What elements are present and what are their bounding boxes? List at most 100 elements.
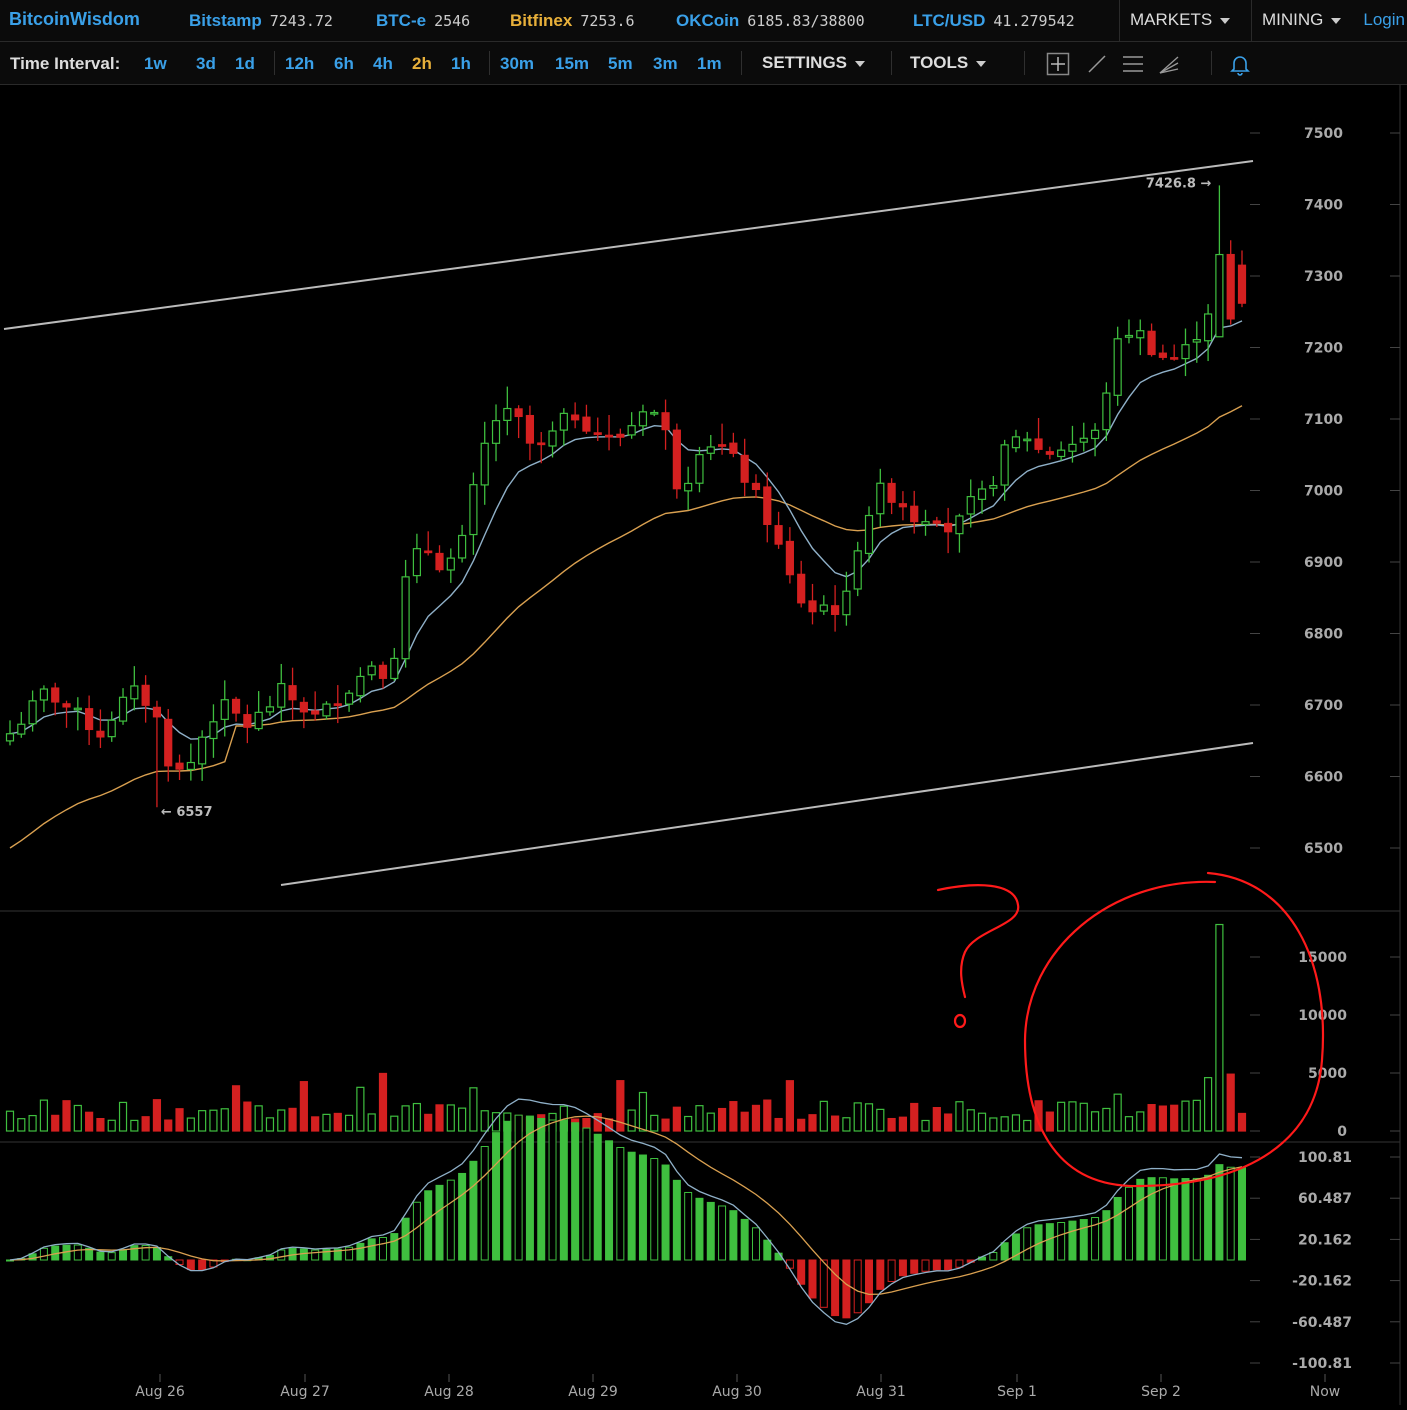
macd-histogram-bar	[130, 1245, 139, 1261]
candle-body	[412, 548, 421, 577]
candle-body	[130, 685, 139, 700]
macd-histogram-bar	[503, 1120, 512, 1261]
ticker-bitstamp[interactable]: Bitstamp 7243.72	[189, 11, 333, 31]
candle-body	[17, 723, 26, 735]
high-label: 7426.8 →	[1146, 176, 1212, 191]
interval-1d[interactable]: 1d	[235, 54, 255, 73]
trend-lines	[3, 160, 1254, 886]
macd-histogram-bar	[73, 1244, 82, 1261]
ticker-okcoin[interactable]: OKCoin 6185.83/38800	[676, 11, 865, 31]
interval-3d[interactable]: 3d	[196, 54, 216, 73]
macd-histogram-bar	[785, 1259, 794, 1269]
interval-2h[interactable]: 2h	[412, 54, 432, 73]
candle-body	[1023, 438, 1032, 442]
macd-histogram-bar	[1158, 1177, 1167, 1261]
volume-bar	[73, 1104, 82, 1132]
macd-histogram-bar	[390, 1233, 399, 1261]
interval-4h[interactable]: 4h	[373, 54, 393, 73]
x-tick-label: Sep 2	[1141, 1384, 1181, 1400]
macd-histogram-bar	[1170, 1178, 1179, 1261]
macd-histogram-bar	[718, 1205, 727, 1261]
candle-body	[446, 557, 455, 571]
settings-menu[interactable]: SETTINGS	[762, 53, 866, 73]
candle-body	[717, 444, 727, 447]
interval-6h[interactable]: 6h	[334, 54, 354, 73]
candle-body	[1102, 392, 1111, 431]
volume-bar	[785, 1080, 794, 1132]
macd-histogram-bar	[119, 1249, 128, 1261]
candle-body	[141, 684, 150, 706]
macd-histogram-bar	[944, 1259, 953, 1271]
hlines-icon[interactable]	[1121, 52, 1145, 76]
alert-bell-icon[interactable]	[1228, 52, 1252, 76]
volume-bar	[322, 1113, 331, 1132]
interval-1h[interactable]: 1h	[451, 54, 471, 73]
login-link[interactable]: Login	[1363, 10, 1405, 29]
candle-body	[684, 482, 693, 492]
ticker-bar: BitcoinWisdom Bitstamp 7243.72 BTC-e 2546 …	[0, 0, 1407, 42]
candle-body	[198, 736, 207, 765]
candle-body	[299, 701, 308, 713]
crosshair-icon[interactable]	[1046, 52, 1070, 76]
volume-bar	[469, 1087, 478, 1132]
price-chart-svg[interactable]: 7500 7400 7300 7200 7100 7000 6900 6800 6700 6600…	[0, 85, 1407, 1405]
volume-bar	[717, 1107, 727, 1132]
chart-area[interactable]: 7500 7400 7300 7200 7100 7000 6900 6800 6700 6600…	[0, 85, 1407, 1405]
interval-30m[interactable]: 30m	[500, 54, 535, 73]
interval-1w[interactable]: 1w	[144, 54, 167, 73]
circle-annotation	[1023, 871, 1325, 1188]
candle-body	[1057, 449, 1066, 458]
ticker-ltcusd[interactable]: LTC/USD 41.279542	[913, 11, 1075, 31]
interval-1m[interactable]: 1m	[697, 54, 722, 73]
macd-histogram-bar	[910, 1259, 919, 1274]
macd-histogram-bar	[1204, 1174, 1213, 1261]
macd-tick-label: 20.162	[1298, 1232, 1352, 1248]
interval-15m[interactable]: 15m	[555, 54, 590, 73]
volume-bar	[1045, 1111, 1054, 1132]
volume-bar	[819, 1100, 828, 1132]
macd-histogram-bar	[1057, 1222, 1066, 1261]
candle-body	[209, 721, 218, 740]
markets-label: MARKETS	[1130, 10, 1213, 29]
macd-line	[9, 1098, 1243, 1325]
candle-body	[955, 515, 964, 535]
price-tick-label: 7100	[1304, 412, 1343, 428]
interval-12h[interactable]: 12h	[285, 54, 315, 73]
macd-histogram-bar	[729, 1210, 738, 1261]
candle-body	[435, 552, 444, 571]
volume-bar	[288, 1107, 297, 1132]
markets-menu[interactable]: MARKETS	[1119, 0, 1240, 41]
line-draw-icon[interactable]	[1085, 52, 1109, 76]
candle-body	[1237, 264, 1247, 304]
candle-body	[390, 657, 399, 680]
interval-3m[interactable]: 3m	[653, 54, 678, 73]
mining-menu[interactable]: MINING	[1251, 0, 1351, 41]
ticker-price: 6185.83/38800	[747, 12, 865, 30]
volume-bar	[367, 1113, 376, 1132]
candle-body	[729, 442, 738, 454]
candle-body	[1079, 437, 1088, 443]
ticker-btce[interactable]: BTC-e 2546	[376, 11, 470, 31]
candle-body	[1170, 357, 1179, 360]
volume-bar	[458, 1107, 467, 1132]
ema-fast-line	[9, 320, 1243, 740]
price-tick-label: 7200	[1304, 341, 1343, 357]
interval-5m[interactable]: 5m	[608, 54, 633, 73]
macd-histogram-bar	[751, 1227, 760, 1261]
divider	[891, 51, 892, 75]
ticker-bitfinex[interactable]: Bitfinex 7253.6	[510, 11, 635, 31]
candle-body	[1011, 436, 1021, 449]
tools-menu[interactable]: TOOLS	[910, 53, 987, 73]
candle-body	[910, 505, 919, 523]
volume-bar	[1237, 1112, 1247, 1132]
fib-draw-icon[interactable]	[1157, 52, 1181, 76]
candle-body	[28, 700, 37, 725]
ema-slow-path	[9, 405, 1243, 849]
brand-logo[interactable]: BitcoinWisdom	[9, 9, 140, 29]
candle-body	[231, 698, 241, 714]
candle-body	[831, 605, 840, 616]
macd-histogram-bar	[1136, 1178, 1145, 1261]
macd-histogram-bar	[842, 1259, 851, 1319]
candle-body	[367, 665, 376, 676]
candle-body	[559, 412, 568, 431]
